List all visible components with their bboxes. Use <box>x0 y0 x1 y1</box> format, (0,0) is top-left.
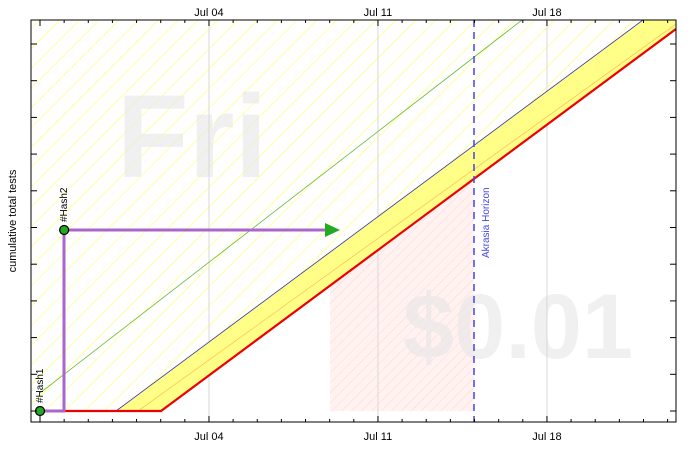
x-tick-labels-bottom: Jul 04 Jul 11 Jul 18 <box>194 431 561 443</box>
akrasia-horizon-label: Akrasia Horizon <box>481 187 492 258</box>
x-tick-label-top: Jul 11 <box>364 7 393 19</box>
data-point <box>59 224 70 236</box>
x-tick-label-top: Jul 04 <box>194 7 223 19</box>
pledge-watermark: $0.01 <box>403 276 633 378</box>
x-tick-label-bottom: Jul 11 <box>364 431 393 443</box>
axis-ticks <box>31 20 676 422</box>
projection-arrow <box>325 223 340 237</box>
bright-red-line <box>40 28 676 413</box>
green-road-line <box>39 20 523 394</box>
x-tick-labels-top: Jul 04 Jul 11 Jul 18 <box>194 7 561 19</box>
y-axis-label: cumulative total tests <box>7 169 19 272</box>
yellow-road-band <box>116 20 676 411</box>
x-tick-label-bottom: Jul 18 <box>532 431 561 443</box>
day-watermark: Fri <box>117 71 268 203</box>
x-tick-label-top: Jul 18 <box>532 7 561 19</box>
data-point-label: #Hash2 <box>59 187 70 222</box>
datapoints-line <box>40 228 327 413</box>
pink-region <box>330 170 474 411</box>
data-points: #Hash1 #Hash2 <box>34 187 70 417</box>
data-point-label: #Hash1 <box>35 368 46 403</box>
road-center-line <box>137 23 676 412</box>
x-tick-label-bottom: Jul 04 <box>194 431 223 443</box>
blue-road-line <box>115 20 644 412</box>
